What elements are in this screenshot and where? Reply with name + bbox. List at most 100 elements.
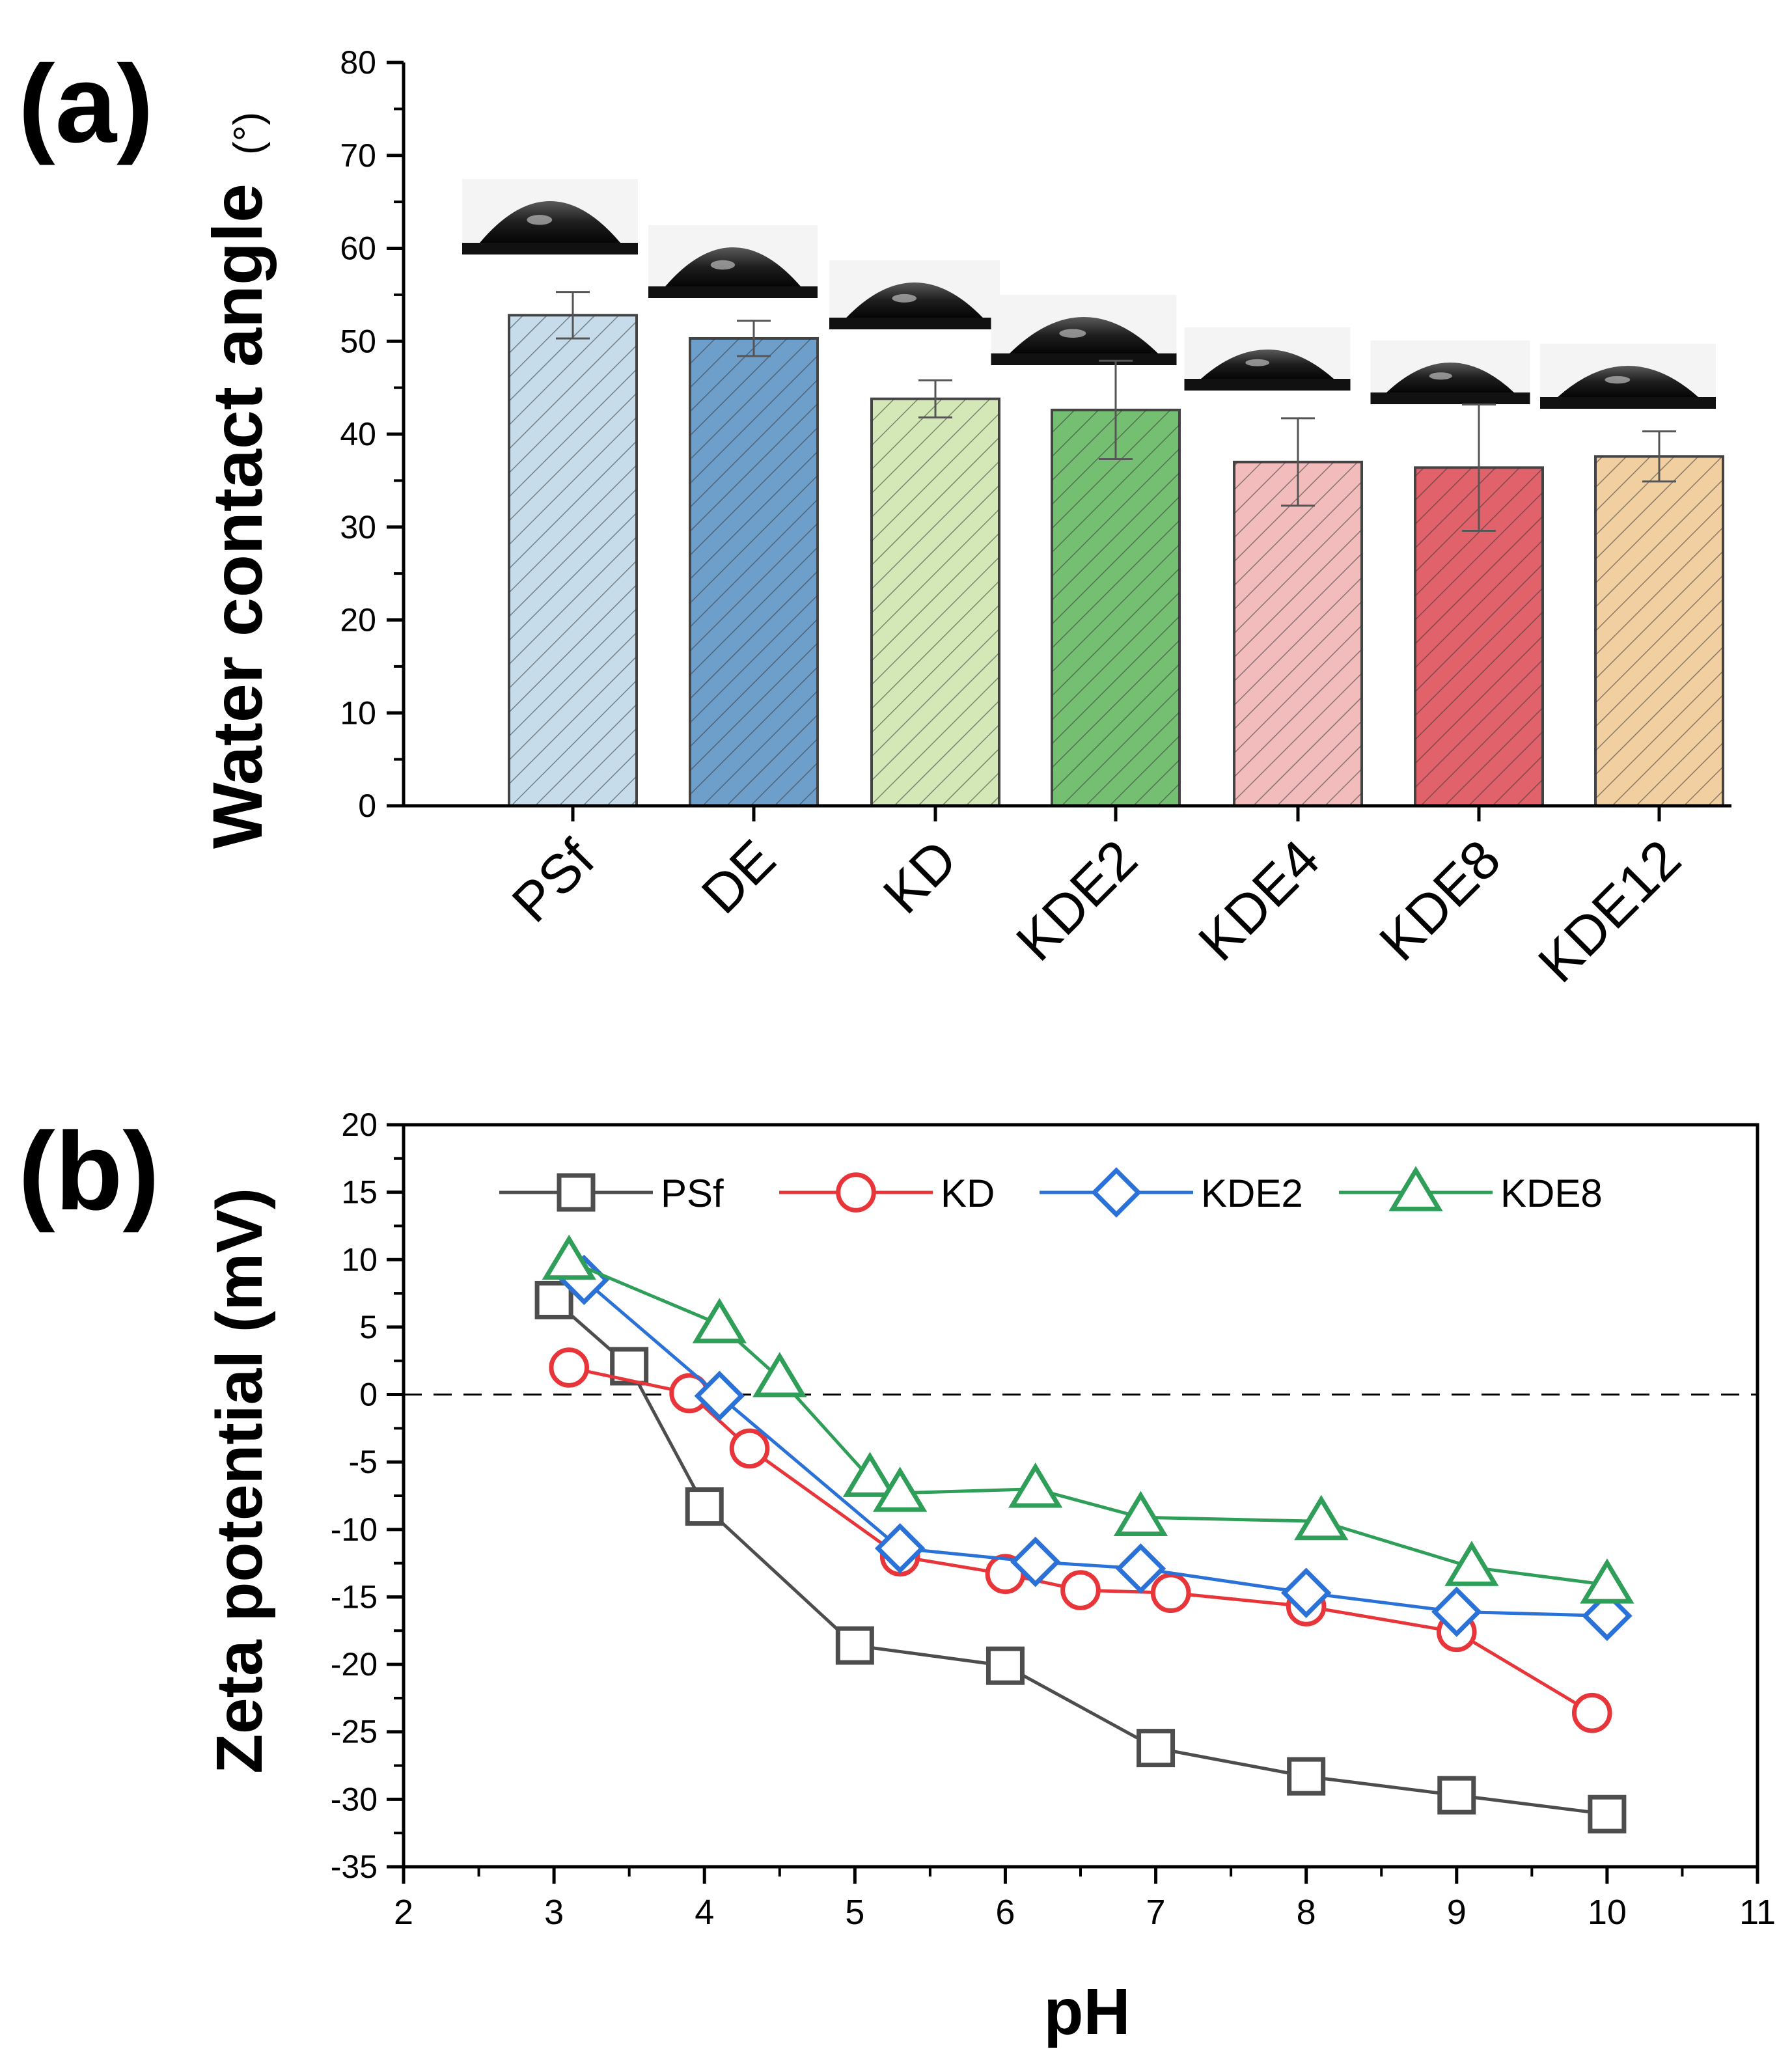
series-line: [568, 1366, 1593, 1714]
droplet-substrate: [462, 243, 638, 254]
droplet-substrate: [648, 286, 818, 298]
data-point-circle: [1150, 1573, 1191, 1614]
legend-label: KDE8: [1500, 1172, 1603, 1215]
legend-marker-triangle: [1388, 1166, 1443, 1211]
legend-label: PSf: [661, 1172, 724, 1215]
panel-a-ylabel-unit: (°): [226, 112, 271, 155]
x-category-label: KDE4: [1187, 828, 1331, 972]
droplet-highlight: [892, 294, 917, 303]
bar-hatch: [509, 315, 637, 806]
panel-b-chart: (b) Zeta potential (mV) pH 20 15 10 5 0 -5 -10…: [18, 1107, 1776, 2048]
svg-text:Water contact angle (°: Water contact angle (°): [198, 112, 277, 849]
data-series: [534, 1234, 1634, 1834]
x-category-label: PSf: [501, 828, 607, 934]
panel-b-xlabel: pH: [1043, 1975, 1130, 2048]
x-category-label: KD: [872, 828, 969, 925]
data-point-diamond: [1010, 1536, 1061, 1588]
data-point-square: [1588, 1795, 1627, 1834]
x-tick-label: 10: [1588, 1893, 1627, 1932]
y-tick-label: 0: [358, 788, 376, 824]
y-tick-label: -10: [331, 1511, 378, 1548]
y-tick-label: 10: [341, 1241, 378, 1278]
y-tick-label: -20: [331, 1646, 378, 1683]
legend-marker-square: [557, 1173, 596, 1212]
data-point-triangle: [692, 1298, 747, 1343]
series-line: [568, 1259, 1608, 1587]
droplet-highlight: [1605, 376, 1631, 384]
data-point-diamond: [1115, 1543, 1166, 1594]
droplet-highlight: [527, 215, 553, 225]
data-point-circle: [1571, 1692, 1612, 1733]
series-line: [553, 1299, 1608, 1816]
bar-hatch: [1234, 461, 1362, 806]
series-psf: [534, 1280, 1627, 1834]
x-tick-label: 7: [1146, 1893, 1166, 1932]
x-category-label: KDE12: [1526, 828, 1692, 994]
y-tick-label: -5: [349, 1444, 378, 1480]
y-tick-label: -15: [331, 1578, 378, 1615]
data-point-triangle: [1113, 1491, 1168, 1537]
y-tick-label: -30: [331, 1781, 378, 1817]
panel-b-axes: 20 15 10 5 0 -5 -10 -15 -20 -25 -30 -35 2 3 4 5 6 7 8 9 10 11: [331, 1107, 1776, 1932]
series-kde8: [542, 1234, 1634, 1604]
droplet-substrate: [1184, 379, 1351, 391]
panel-a-chart: (a) Water contact angle (°) 0 10 20 30 40 50 6…: [18, 42, 1731, 994]
x-tick-label: 8: [1297, 1893, 1316, 1932]
droplet-highlight: [710, 260, 736, 270]
bar-hatch: [690, 338, 818, 806]
y-tick-label: 10: [340, 694, 376, 731]
data-point-diamond: [1582, 1590, 1633, 1642]
data-point-triangle: [872, 1466, 928, 1512]
droplet-substrate: [991, 353, 1177, 365]
data-point-square: [685, 1487, 724, 1526]
panel-a-x-axis: PSf DE KD KDE2 KDE4 KDE8 KDE12: [402, 804, 1731, 994]
droplet-highlight: [1059, 329, 1086, 338]
data-point-square: [1137, 1729, 1176, 1768]
data-point-diamond: [1280, 1567, 1332, 1618]
droplet-substrate: [1370, 392, 1530, 404]
data-point-triangle: [1294, 1494, 1349, 1541]
y-tick-label: 5: [359, 1309, 378, 1345]
x-tick-label: 2: [394, 1893, 413, 1932]
legend-marker-diamond: [1091, 1167, 1142, 1218]
data-point-triangle: [542, 1234, 596, 1280]
y-tick-label: 80: [340, 44, 376, 81]
data-point-square: [1437, 1776, 1476, 1815]
x-tick-label: 6: [995, 1893, 1015, 1932]
x-category-label: KDE8: [1368, 828, 1512, 972]
legend: PSf KD KDE2 KDE8: [499, 1166, 1603, 1218]
data-point-triangle: [842, 1451, 898, 1497]
data-point-diamond: [1431, 1586, 1482, 1638]
panel-b-plot-frame: [402, 1123, 1759, 1869]
y-tick-label: 70: [340, 137, 376, 174]
droplet-highlight: [1429, 372, 1452, 380]
bar-hatch: [872, 398, 999, 806]
data-point-square: [835, 1626, 874, 1665]
data-point-triangle: [1444, 1541, 1499, 1586]
panel-a-y-axis: 0 10 20 30 40 50 60 70 80: [340, 44, 406, 824]
data-point-circle: [549, 1347, 590, 1388]
x-tick-label: 11: [1739, 1893, 1776, 1932]
bars: [508, 314, 1724, 807]
bar-hatch: [1052, 409, 1179, 806]
droplet-highlight: [1245, 359, 1270, 366]
x-category-label: DE: [690, 828, 787, 925]
error-bars: [556, 291, 1676, 532]
bar-hatch: [1595, 456, 1723, 806]
legend-label: KDE2: [1201, 1172, 1303, 1215]
panel-b-label: (b): [18, 1110, 159, 1233]
data-point-triangle: [1580, 1558, 1634, 1604]
data-point-square: [1287, 1757, 1326, 1796]
panel-a-ylabel-text: Water contact angle: [198, 184, 277, 849]
y-tick-label: 20: [341, 1107, 378, 1143]
legend-label: KD: [941, 1172, 995, 1215]
data-point-circle: [1060, 1570, 1101, 1610]
data-point-diamond: [694, 1370, 745, 1422]
panel-a-ylabel: Water contact angle (°): [198, 112, 277, 849]
x-tick-label: 5: [845, 1893, 864, 1932]
x-tick-label: 4: [695, 1893, 714, 1932]
x-tick-label: 9: [1447, 1893, 1467, 1932]
data-point-triangle: [1008, 1463, 1063, 1508]
series-kde2: [558, 1254, 1633, 1642]
